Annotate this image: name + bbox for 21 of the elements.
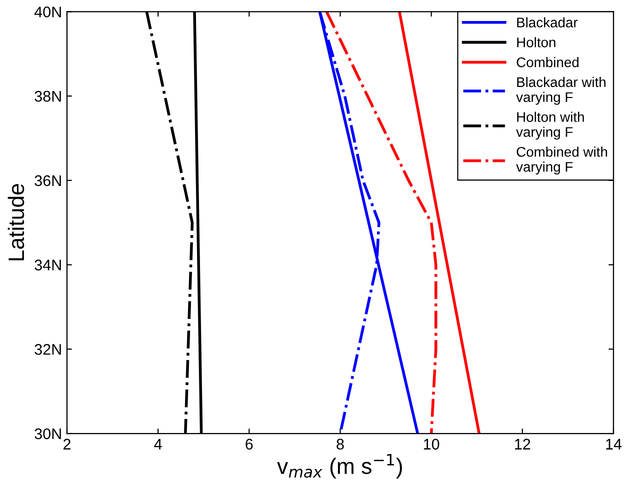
legend-label: Combined with varying F (516, 146, 608, 175)
legend-label: Combined (516, 57, 578, 68)
y-tick-label: 40N (34, 6, 61, 18)
legend-label: Blackadar (517, 17, 578, 28)
x-tick-label: 10 (424, 438, 440, 450)
y-axis-title: Latitude (8, 184, 24, 260)
y-tick-label: 38N (34, 90, 61, 102)
legend-label: Holton with varying F (516, 112, 584, 140)
y-tick-label: 32N (34, 344, 61, 355)
x-tick-label: 8 (336, 438, 344, 450)
legend-label: Blackadar with varying F (516, 76, 606, 105)
y-tick-label: 36N (34, 175, 61, 186)
x-tick-label: 6 (246, 438, 253, 450)
x-axis-title: v$_{max}$ (m s$^{−1}$) (277, 454, 402, 478)
y-tick-label: 34N (34, 260, 61, 270)
y-tick-label: 30N (34, 428, 61, 440)
legend-label: Holton (517, 37, 556, 48)
x-tick-label: 2 (64, 438, 70, 450)
x-tick-label: 12 (515, 438, 530, 450)
x-tick-label: 4 (154, 438, 162, 450)
x-tick-label: 14 (606, 438, 622, 450)
